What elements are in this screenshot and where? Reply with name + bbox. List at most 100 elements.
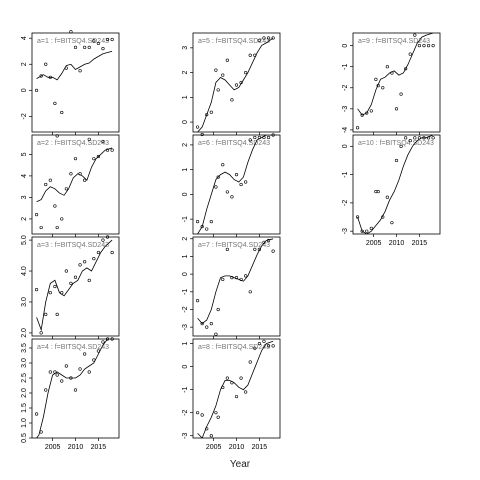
- data-point: [244, 70, 248, 75]
- data-point: [253, 53, 257, 57]
- panel-2: a=2 : f=BITSQ4.SD243 2 3 4 5: [21, 134, 120, 237]
- data-point: [266, 344, 271, 348]
- data-point: [266, 36, 271, 40]
- data-point: [355, 126, 360, 130]
- fit-line: [36, 339, 108, 438]
- y-tick-label: 3.0: [21, 358, 28, 368]
- data-point: [262, 240, 266, 244]
- data-point: [83, 352, 87, 356]
- data-point: [385, 195, 389, 199]
- y-tick-label: 1.5: [21, 403, 28, 413]
- data-point: [221, 163, 225, 167]
- data-point: [360, 229, 364, 233]
- y-tick-label: 0: [182, 272, 189, 276]
- y-tick-label: -2: [21, 113, 28, 119]
- y-tick-label: 2: [182, 71, 189, 75]
- fit-line: [357, 33, 434, 116]
- data-point: [53, 284, 57, 289]
- data-point: [195, 125, 200, 129]
- data-point: [83, 178, 87, 182]
- y-tick-label: 4.0: [21, 266, 28, 276]
- panel-frame: [352, 134, 441, 235]
- data-point: [234, 83, 239, 87]
- data-point: [101, 238, 105, 242]
- data-point: [39, 225, 43, 230]
- data-point: [394, 107, 399, 111]
- y-tick-label: 2.0: [21, 328, 28, 338]
- y-tick-label: 0: [182, 192, 189, 196]
- data-point: [257, 135, 261, 140]
- data-point: [87, 45, 91, 49]
- data-point: [83, 260, 87, 264]
- data-point: [404, 136, 408, 140]
- panel-label: a=8 : f=BITSQ4.SD243: [198, 344, 270, 351]
- x-tick-label: 2015: [252, 444, 268, 451]
- data-point: [110, 337, 114, 341]
- data-point: [200, 224, 204, 229]
- data-point: [55, 373, 59, 377]
- data-point: [262, 36, 266, 40]
- data-point: [266, 135, 271, 140]
- data-point: [92, 358, 96, 362]
- panel-5: a=5 : f=BITSQ4.SD243 0 1 2 3: [182, 32, 281, 137]
- data-point: [404, 67, 408, 71]
- data-point: [101, 139, 105, 144]
- data-point: [221, 73, 225, 77]
- data-point: [271, 133, 275, 137]
- y-tick-label: -4: [342, 127, 349, 133]
- data-point: [205, 227, 209, 231]
- data-point: [244, 180, 248, 184]
- y-tick-label: 2: [21, 62, 28, 66]
- data-point: [239, 182, 243, 187]
- y-tick-label: 0: [342, 44, 349, 48]
- data-point: [60, 110, 64, 115]
- data-point: [422, 44, 426, 48]
- data-point: [248, 53, 252, 57]
- panel-6: a=6 : f=BITSQ4.SD243 -1 0 1 2: [182, 133, 281, 237]
- data-point: [369, 109, 373, 113]
- panel-label: a=6 : f=BITSQ4.SD243: [198, 140, 270, 147]
- y-tick-label: 5.0: [21, 235, 28, 245]
- data-point: [253, 135, 257, 140]
- data-point: [195, 220, 200, 224]
- y-tick-label: 0.5: [21, 433, 28, 443]
- data-point: [209, 434, 213, 438]
- data-point: [69, 281, 73, 286]
- data-point: [248, 138, 252, 142]
- data-point: [200, 413, 204, 417]
- data-point: [408, 139, 412, 143]
- data-point: [216, 307, 220, 312]
- data-point: [225, 376, 229, 380]
- panel-9: a=9 : f=BITSQ4.SD243 -4 -3 -2 -1 0: [342, 32, 441, 135]
- data-point: [355, 215, 360, 219]
- x-tick-label: 2010: [229, 444, 245, 451]
- data-point: [60, 217, 64, 221]
- data-point: [96, 41, 100, 46]
- data-point: [271, 36, 275, 40]
- data-point: [64, 66, 68, 70]
- data-point: [413, 136, 417, 140]
- panel-frame: [192, 134, 281, 235]
- data-point: [216, 415, 220, 419]
- data-point: [195, 411, 200, 415]
- x-tick-label: 2010: [68, 444, 84, 451]
- y-tick-label: 3.5: [21, 343, 28, 353]
- data-point: [96, 349, 100, 353]
- fit-line: [36, 147, 113, 203]
- panel-label: a=10 : f=BITSQ4.SD243: [358, 140, 434, 147]
- data-point: [78, 172, 82, 176]
- data-point: [390, 71, 394, 75]
- data-point: [248, 360, 252, 364]
- panel-label: a=1 : f=BITSQ4.SD243: [37, 38, 109, 45]
- data-point: [214, 185, 218, 189]
- x-tick-label: 2015: [91, 444, 107, 451]
- data-point: [44, 182, 48, 187]
- data-point: [374, 189, 378, 194]
- data-point: [417, 44, 421, 48]
- panel-frame: [31, 236, 120, 337]
- data-point: [53, 101, 57, 105]
- data-point: [39, 74, 43, 78]
- panel-8: a=8 : f=BITSQ4.SD243 -3 -2 -1 0 1 2005 2010 2015: [182, 338, 281, 451]
- panel-label: a=2 : f=BITSQ4.SD243: [37, 140, 109, 147]
- data-point: [394, 158, 399, 163]
